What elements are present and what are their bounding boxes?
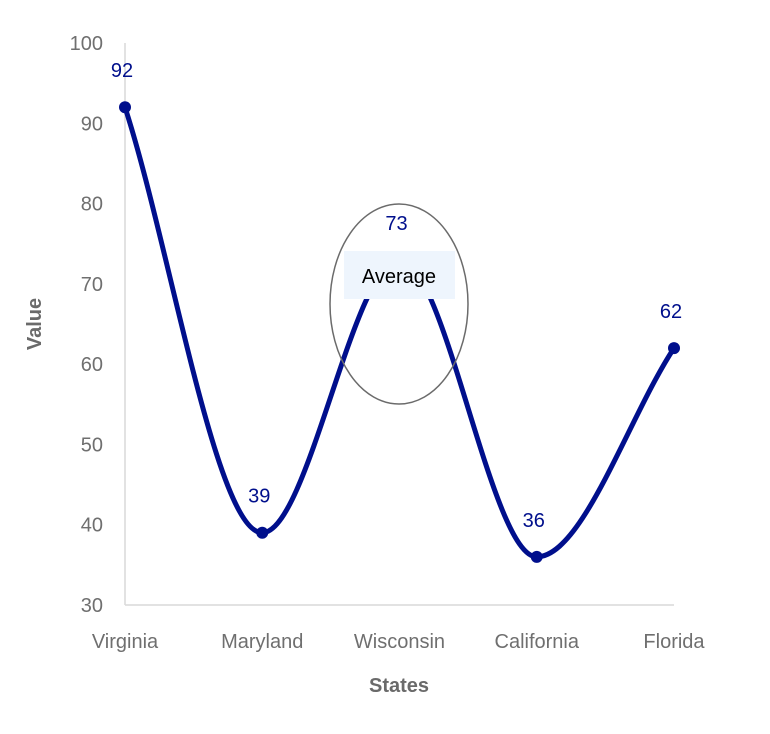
y-tick-label: 30 (81, 595, 103, 617)
y-tick-labels: 30 40 50 60 70 80 90 100 (70, 33, 103, 617)
data-point (668, 342, 680, 355)
x-tick-label: Wisconsin (354, 631, 445, 653)
annotation-ellipse (329, 203, 469, 405)
y-tick-label: 70 (81, 274, 103, 296)
data-label: 62 (660, 301, 682, 323)
data-label: 39 (248, 486, 270, 508)
x-tick-label: California (495, 631, 580, 653)
annotation-label: Average (362, 266, 436, 288)
y-tick-label: 80 (81, 194, 103, 216)
data-point (119, 101, 131, 114)
y-tick-label: 40 (81, 515, 103, 537)
data-point (256, 526, 269, 539)
y-tick-label: 60 (81, 354, 103, 376)
data-label: 36 (523, 510, 545, 532)
x-tick-label: Maryland (221, 631, 303, 653)
x-tick-label: Florida (643, 631, 705, 653)
y-axis-title: Value (24, 298, 46, 350)
y-tick-label: 50 (81, 434, 103, 456)
x-axis-title: States (369, 675, 429, 697)
y-tick-label: 100 (70, 33, 103, 55)
x-tick-label: Virginia (92, 631, 159, 653)
data-label: 73 (385, 213, 407, 235)
annotation-label-background (344, 251, 455, 299)
series-line (122, 104, 677, 560)
average-annotation: Average (329, 203, 469, 405)
data-point (530, 550, 543, 563)
x-tick-labels: Virginia Maryland Wisconsin California Flori… (92, 631, 706, 653)
y-tick-label: 90 (81, 113, 103, 135)
data-label: 92 (111, 60, 133, 82)
data-labels: 92 39 73 36 62 (111, 60, 682, 532)
